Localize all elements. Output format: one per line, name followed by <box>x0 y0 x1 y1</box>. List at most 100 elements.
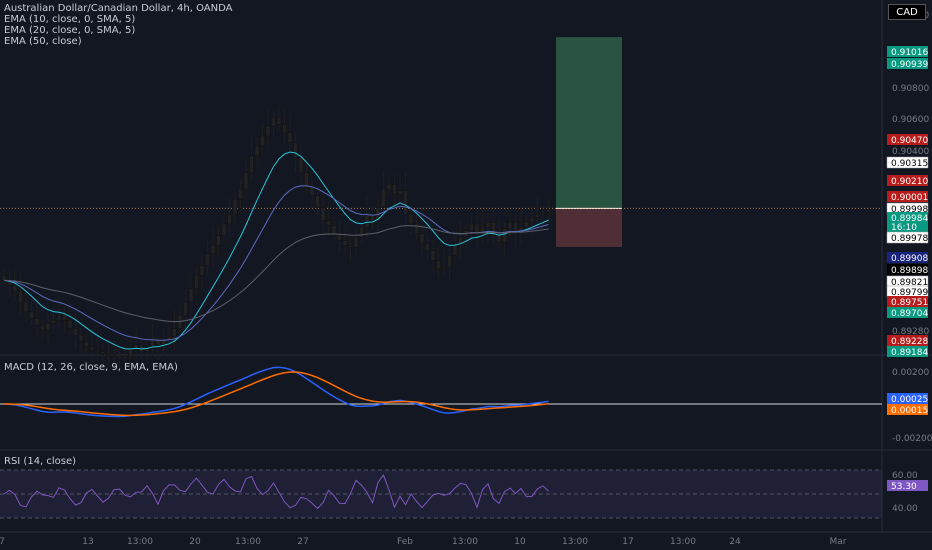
candle-body <box>232 198 238 215</box>
candle <box>144 334 150 365</box>
price-badge: 0.89228 <box>887 335 928 347</box>
candle-body <box>309 187 315 196</box>
time-tick: 13:00 <box>127 537 153 547</box>
candle <box>386 177 392 196</box>
price-badge-bg <box>886 156 929 169</box>
candle-body <box>414 223 419 235</box>
candle <box>238 178 243 214</box>
candle <box>518 208 524 243</box>
macd-badge-label: 0.00025 <box>891 395 928 405</box>
candle-body <box>419 233 425 245</box>
candle-body <box>298 157 304 173</box>
candle <box>56 296 62 327</box>
candle <box>309 180 315 209</box>
macd-badge-label: 0.00015 <box>891 406 928 416</box>
candle-body <box>337 233 342 241</box>
candle-body <box>271 117 276 127</box>
candle-body <box>353 236 359 248</box>
macd-legend: MACD (12, 26, close, 9, EMA, EMA) <box>4 362 178 373</box>
price-badge-label: 0.90939 <box>891 60 928 70</box>
candle-body <box>331 225 337 235</box>
candle <box>491 209 496 247</box>
macd-tick: -0.00200 <box>892 434 932 444</box>
price-badge: 0.90470 <box>887 134 928 146</box>
price-badge-bg <box>887 252 928 263</box>
macd-tick: 0.00200 <box>892 368 929 378</box>
price-badge-bg <box>887 46 928 57</box>
candle <box>221 211 227 243</box>
candle-body <box>133 344 139 351</box>
candle <box>419 217 425 257</box>
candle-body <box>89 346 95 351</box>
candle-body <box>491 222 496 236</box>
candle <box>331 216 337 241</box>
candle-body <box>100 351 106 354</box>
candle-body <box>84 341 89 347</box>
candle-body <box>447 255 452 268</box>
time-tick: 27 <box>297 537 308 547</box>
candle-body <box>260 135 265 147</box>
candle <box>282 109 287 146</box>
time-tick: 10 <box>514 537 526 547</box>
price-badge: 0.90001 <box>887 191 928 203</box>
candle <box>458 220 463 259</box>
price-badge-bg <box>887 307 928 318</box>
candle-body <box>485 222 491 228</box>
candle <box>194 268 199 296</box>
candle-body <box>29 311 34 319</box>
candle <box>249 137 254 180</box>
candle <box>436 245 441 280</box>
time-tick: 7 <box>0 537 5 547</box>
stop-loss-zone <box>556 208 622 248</box>
candle <box>89 332 95 363</box>
candle-body <box>502 228 507 243</box>
price-badge: 0.89704 <box>887 307 928 319</box>
candle <box>188 272 194 313</box>
candle-body <box>45 323 51 331</box>
price-badge: 0.89908 <box>887 252 928 264</box>
candle-body <box>67 319 73 329</box>
candle-body <box>95 349 100 352</box>
candle-body <box>304 172 309 188</box>
candle-body <box>342 240 348 246</box>
rsi-tick: 40.00 <box>892 504 918 514</box>
candle <box>18 273 23 317</box>
candle <box>359 212 364 244</box>
time-tick: 20 <box>189 537 201 547</box>
time-tick: 17 <box>622 537 633 547</box>
candle <box>232 192 238 223</box>
candle <box>408 205 414 235</box>
candle <box>128 335 133 372</box>
candle-body <box>496 235 502 243</box>
candle-body <box>199 265 205 276</box>
candle-body <box>408 213 414 225</box>
price-tick: 0.90800 <box>892 84 929 94</box>
candle <box>447 246 452 280</box>
price-badge-label: 0.89898 <box>891 266 928 276</box>
price-badge-label: 0.89984 <box>891 214 928 224</box>
price-badge-label: 0.89978 <box>891 234 928 244</box>
candle <box>474 209 480 247</box>
indicator-ema10: EMA (10, close, 0, SMA, 5) <box>4 14 136 25</box>
candle-body <box>51 319 56 324</box>
time-tick: 24 <box>729 537 741 547</box>
price-badge-bg <box>887 212 928 223</box>
candle-body <box>480 227 485 235</box>
candle-body <box>364 215 370 228</box>
candle <box>62 306 67 333</box>
time-tick: 13:00 <box>235 537 261 547</box>
candle-body <box>56 314 62 321</box>
candle <box>287 114 293 152</box>
candle <box>51 305 56 335</box>
price-badge-label: 0.90210 <box>891 177 928 187</box>
time-tick: Feb <box>397 537 413 547</box>
candle-body <box>18 291 23 303</box>
candle-body <box>535 213 540 218</box>
ema10-line <box>3 151 549 350</box>
price-badge-bg <box>887 191 928 202</box>
candle <box>34 301 40 338</box>
candle-body <box>227 213 232 225</box>
candle <box>111 338 117 364</box>
currency-badge[interactable]: CAD <box>888 4 926 20</box>
